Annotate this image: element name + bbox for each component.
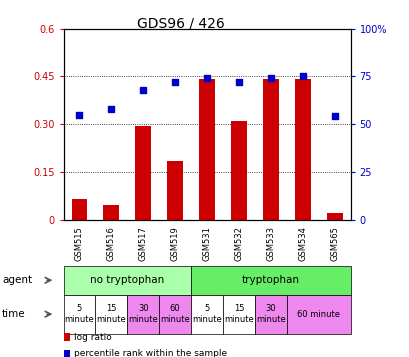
Text: time: time: [2, 309, 26, 319]
Bar: [199, 80, 214, 220]
Text: 5
minute: 5 minute: [65, 305, 94, 324]
Point: [171, 79, 178, 85]
Text: GDS96 / 426: GDS96 / 426: [136, 16, 224, 30]
Point: [330, 114, 337, 119]
Point: [108, 106, 115, 112]
Point: [76, 112, 83, 117]
Bar: [135, 126, 151, 220]
Text: 60
minute: 60 minute: [160, 305, 190, 324]
Bar: [167, 161, 183, 220]
Bar: [230, 121, 246, 220]
Bar: [294, 80, 310, 220]
Text: 30
minute: 30 minute: [255, 305, 285, 324]
Text: log ratio: log ratio: [74, 333, 112, 342]
Text: 15
minute: 15 minute: [96, 305, 126, 324]
Text: agent: agent: [2, 275, 32, 285]
Point: [139, 87, 146, 92]
Point: [203, 75, 210, 81]
Text: no tryptophan: no tryptophan: [90, 275, 164, 285]
Text: 30
minute: 30 minute: [128, 305, 158, 324]
Text: percentile rank within the sample: percentile rank within the sample: [74, 349, 227, 357]
Text: 60 minute: 60 minute: [297, 310, 339, 319]
Text: 15
minute: 15 minute: [223, 305, 253, 324]
Bar: [262, 80, 278, 220]
Point: [235, 79, 242, 85]
Bar: [71, 199, 87, 220]
Bar: [326, 212, 342, 220]
Text: tryptophan: tryptophan: [241, 275, 299, 285]
Text: 5
minute: 5 minute: [192, 305, 221, 324]
Point: [267, 75, 274, 81]
Bar: [103, 205, 119, 220]
Point: [299, 74, 305, 79]
